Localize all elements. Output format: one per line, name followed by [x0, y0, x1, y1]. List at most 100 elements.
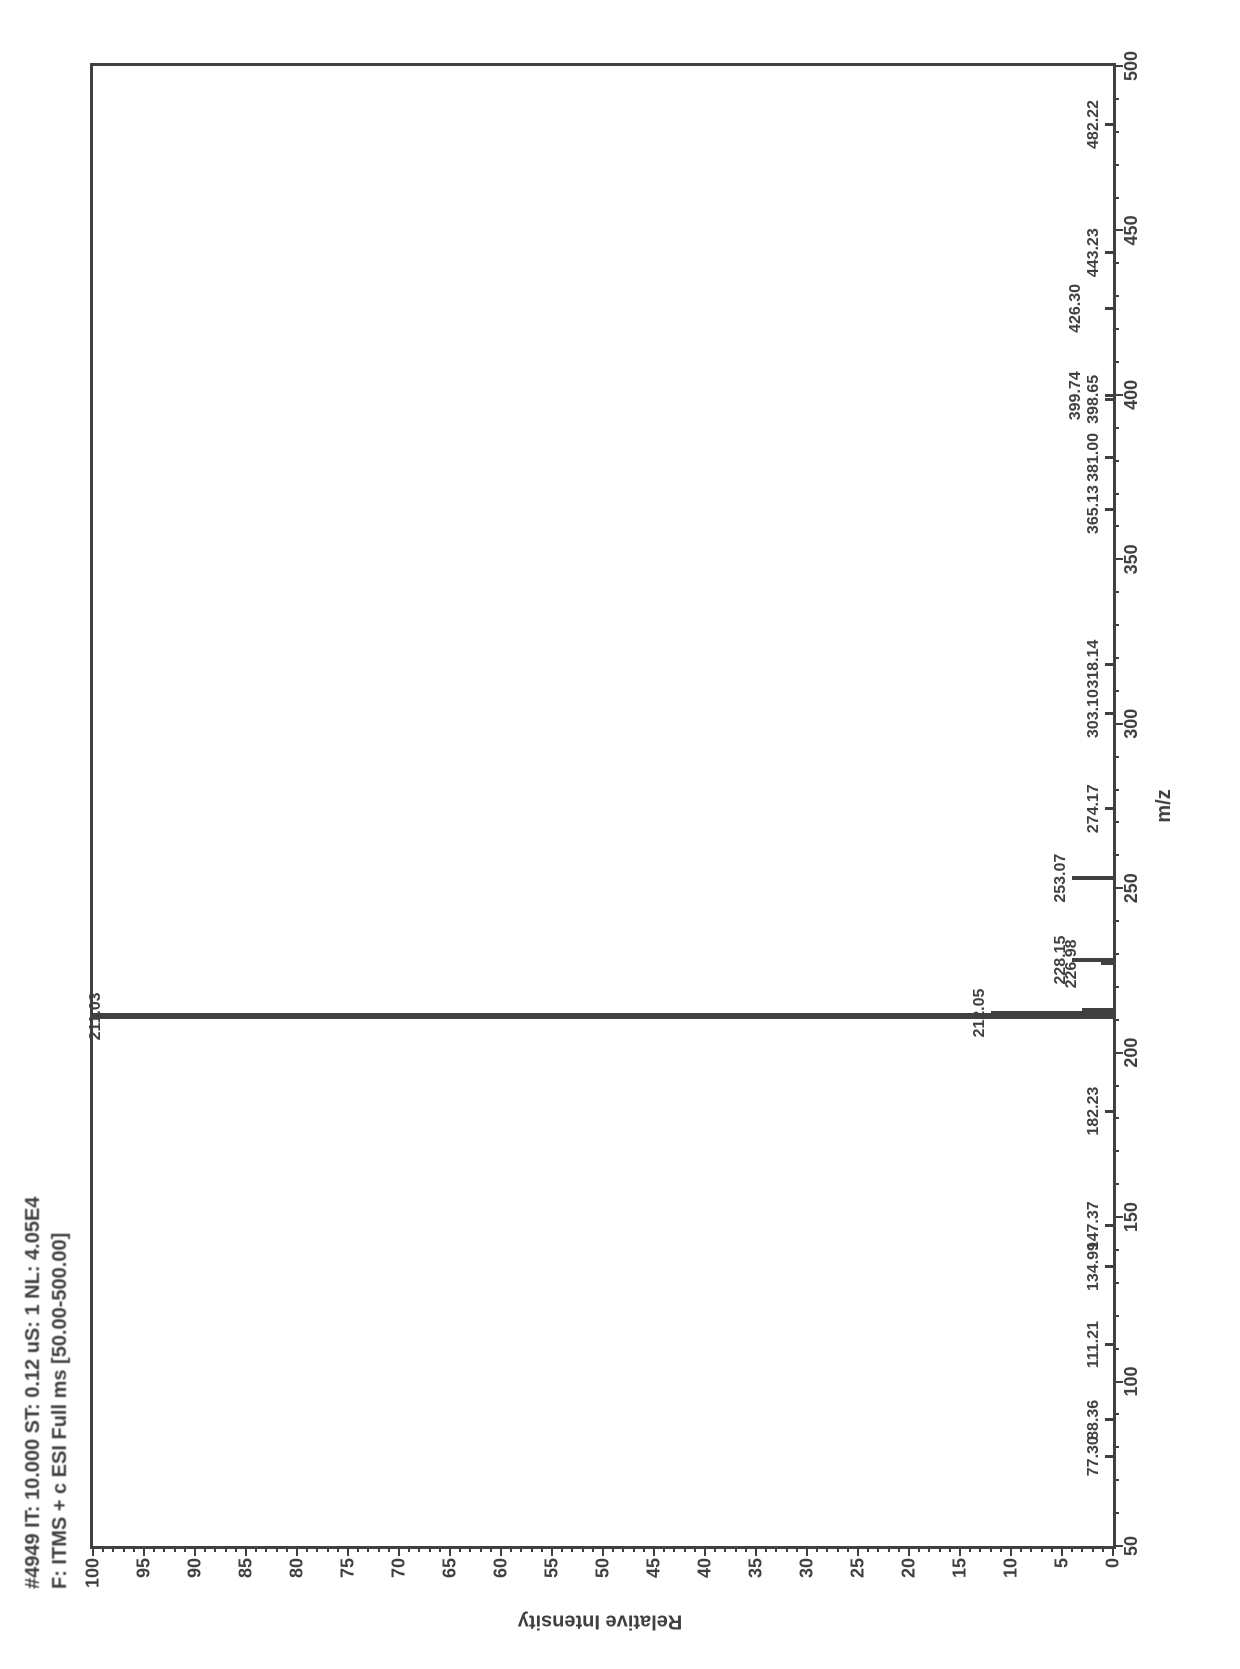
- y-tick: [755, 1546, 757, 1556]
- y-minor-tick: [888, 1546, 890, 1552]
- y-minor-tick: [898, 1546, 900, 1552]
- x-minor-tick: [1113, 525, 1119, 527]
- peak-label: 182.23: [1085, 1087, 1103, 1136]
- x-minor-tick: [1113, 197, 1119, 199]
- y-minor-tick: [1092, 1546, 1094, 1552]
- y-minor-tick: [765, 1546, 767, 1552]
- y-minor-tick: [174, 1546, 176, 1552]
- peak-label: 212.05: [971, 989, 989, 1038]
- y-tick-label: 20: [899, 1558, 920, 1578]
- spectrum-peak: [1105, 1265, 1113, 1268]
- y-minor-tick: [735, 1546, 737, 1552]
- peak-label: 365.13: [1085, 485, 1103, 534]
- header-line2: F: ITMS + c ESI Full ms [50.00-500.00]: [47, 1197, 74, 1589]
- y-minor-tick: [469, 1546, 471, 1552]
- y-minor-tick: [357, 1546, 359, 1552]
- x-minor-tick: [1113, 657, 1119, 659]
- y-minor-tick: [327, 1546, 329, 1552]
- spectrum-peak: [1105, 251, 1113, 254]
- y-minor-tick: [939, 1546, 941, 1552]
- x-minor-tick: [1113, 493, 1119, 495]
- x-minor-tick: [1113, 1315, 1119, 1317]
- y-tick-label: 35: [746, 1558, 767, 1578]
- y-minor-tick: [592, 1546, 594, 1552]
- y-minor-tick: [990, 1546, 992, 1552]
- y-minor-tick: [1000, 1546, 1002, 1552]
- x-minor-tick: [1113, 361, 1119, 363]
- y-minor-tick: [429, 1546, 431, 1552]
- y-tick-label: 55: [542, 1558, 563, 1578]
- peak-label: 398.65: [1085, 375, 1103, 424]
- x-minor-tick: [1113, 460, 1119, 462]
- y-minor-tick: [1102, 1546, 1104, 1552]
- y-minor-tick: [408, 1546, 410, 1552]
- spectrum-peak: [1105, 456, 1113, 459]
- y-tick-label: 90: [185, 1558, 206, 1578]
- y-tick: [143, 1546, 145, 1556]
- x-minor-tick: [1113, 854, 1119, 856]
- x-minor-tick: [1113, 920, 1119, 922]
- y-minor-tick: [1051, 1546, 1053, 1552]
- y-minor-tick: [102, 1546, 104, 1552]
- x-minor-tick: [1113, 591, 1119, 593]
- y-tick-label: 5: [1052, 1558, 1073, 1568]
- spectrum-header: #4949 IT: 10.000 ST: 0.12 uS: 1 NL: 4.05…: [20, 1197, 74, 1589]
- y-minor-tick: [255, 1546, 257, 1552]
- y-tick-label: 45: [644, 1558, 665, 1578]
- x-minor-tick: [1113, 295, 1119, 297]
- y-tick-label: 80: [287, 1558, 308, 1578]
- x-tick-label: 300: [1121, 709, 1142, 739]
- y-minor-tick: [1081, 1546, 1083, 1552]
- peak-label: 88.36: [1085, 1400, 1103, 1440]
- y-minor-tick: [184, 1546, 186, 1552]
- y-minor-tick: [622, 1546, 624, 1552]
- y-minor-tick: [112, 1546, 114, 1552]
- peak-label: 443.23: [1085, 228, 1103, 277]
- y-minor-tick: [510, 1546, 512, 1552]
- y-tick-label: 100: [83, 1558, 104, 1588]
- spectrum-peak: [1105, 1224, 1113, 1227]
- x-minor-tick: [1113, 1413, 1119, 1415]
- x-minor-tick: [1113, 1249, 1119, 1251]
- spectrum-peak: [1105, 307, 1113, 310]
- y-minor-tick: [1030, 1546, 1032, 1552]
- x-tick-label: 150: [1121, 1202, 1142, 1232]
- y-tick: [908, 1546, 910, 1556]
- y-minor-tick: [123, 1546, 125, 1552]
- peak-label: 111.21: [1085, 1321, 1103, 1368]
- peak-label: 228.15: [1052, 936, 1070, 985]
- peak-label: 318.14: [1085, 640, 1103, 689]
- x-minor-tick: [1113, 624, 1119, 626]
- spectrum-peak: [1072, 958, 1113, 962]
- y-minor-tick: [439, 1546, 441, 1552]
- x-minor-tick: [1113, 953, 1119, 955]
- y-tick-label: 70: [389, 1558, 410, 1578]
- y-minor-tick: [204, 1546, 206, 1552]
- spectrum-peak: [1105, 663, 1113, 666]
- y-minor-tick: [276, 1546, 278, 1552]
- y-tick-label: 85: [236, 1558, 257, 1578]
- spectrum-peak: [1105, 1455, 1113, 1458]
- peak-label: 303.10: [1085, 689, 1103, 738]
- y-tick-label: 10: [1001, 1558, 1022, 1578]
- peak-label: 77.30: [1085, 1436, 1103, 1476]
- y-tick: [500, 1546, 502, 1556]
- y-minor-tick: [286, 1546, 288, 1552]
- spectrum-peak: [1105, 508, 1113, 511]
- spectrum-peak: [1105, 712, 1113, 715]
- spectrum-peak: [1105, 1343, 1113, 1346]
- y-minor-tick: [306, 1546, 308, 1552]
- y-minor-tick: [816, 1546, 818, 1552]
- spectrum-peak: [1101, 962, 1113, 965]
- y-minor-tick: [673, 1546, 675, 1552]
- y-tick: [551, 1546, 553, 1556]
- y-minor-tick: [582, 1546, 584, 1552]
- y-tick: [1061, 1546, 1063, 1556]
- y-tick: [653, 1546, 655, 1556]
- y-minor-tick: [235, 1546, 237, 1552]
- y-minor-tick: [643, 1546, 645, 1552]
- spectrum-peak: [93, 1013, 1113, 1019]
- x-minor-tick: [1113, 1479, 1119, 1481]
- y-minor-tick: [826, 1546, 828, 1552]
- y-minor-tick: [969, 1546, 971, 1552]
